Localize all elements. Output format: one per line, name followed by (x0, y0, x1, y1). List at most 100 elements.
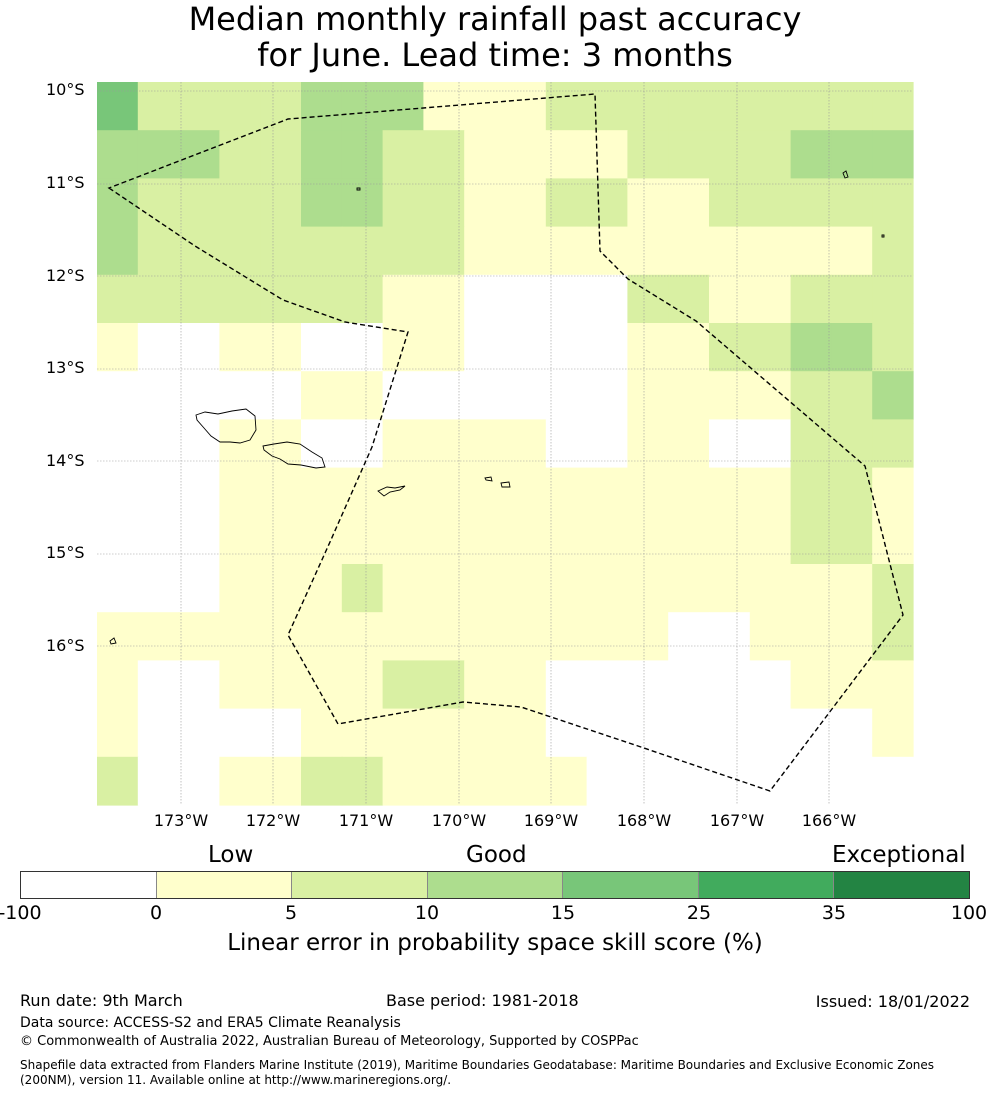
skill-cell (178, 515, 220, 565)
skill-cell (749, 323, 792, 372)
lon-label: 166°W (801, 811, 857, 830)
north-islet-outline (842, 170, 849, 179)
skill-cell (137, 467, 180, 517)
skill-cell (423, 274, 465, 324)
skill-cell (178, 612, 220, 661)
skill-cell (709, 756, 751, 806)
west-islet-outline (109, 637, 117, 645)
category-low: Low (208, 842, 254, 868)
skill-cell (749, 82, 792, 131)
skill-cell (627, 323, 669, 372)
skill-cell (423, 371, 465, 420)
skill-cell (464, 130, 506, 179)
colorbar (20, 871, 970, 899)
skill-cell (505, 323, 547, 372)
skill-cell (137, 612, 180, 661)
skill-cell (97, 82, 139, 131)
colorbar-tick: 35 (821, 902, 847, 924)
skill-cell (872, 467, 914, 517)
skill-cell (627, 467, 669, 517)
skill-cell (382, 660, 424, 710)
skill-cell (219, 660, 261, 710)
skill-cell (464, 612, 506, 661)
skill-cell (301, 708, 343, 758)
skill-cell (872, 612, 914, 661)
skill-cell (464, 515, 506, 565)
skill-cell (668, 612, 710, 661)
skill-cell (341, 371, 384, 420)
ofu-island-outline (484, 476, 493, 482)
skill-cell (464, 323, 506, 372)
skill-cell (97, 130, 139, 179)
skill-cell (831, 467, 873, 517)
skill-cell (790, 515, 832, 565)
skill-cell (219, 467, 261, 517)
skill-cell (749, 564, 792, 613)
skill-cell (423, 612, 465, 661)
skill-cell (301, 612, 343, 661)
skill-cell (709, 226, 751, 276)
skill-cell (382, 82, 424, 131)
skill-cell (668, 515, 710, 565)
skill-cell (545, 323, 588, 372)
skill-cell (464, 419, 506, 469)
skill-cell (301, 274, 343, 324)
skill-cell (872, 226, 914, 276)
skill-cell (749, 130, 792, 179)
skill-cell (872, 419, 914, 469)
skill-cell (464, 756, 506, 806)
skill-cell (260, 467, 302, 517)
skill-cell (545, 564, 588, 613)
skill-cell (790, 708, 832, 758)
skill-cell (178, 274, 220, 324)
skill-cell (219, 130, 261, 179)
colorbar-segment (156, 872, 293, 898)
issued-date: Issued: 18/01/2022 (815, 992, 970, 1011)
category-good: Good (466, 842, 527, 868)
skill-cell (668, 371, 710, 420)
skill-cell (341, 274, 384, 324)
colorbar-segment (427, 872, 564, 898)
skill-cell (709, 467, 751, 517)
skill-cell (219, 515, 261, 565)
skill-cell (505, 419, 547, 469)
skill-cell (709, 130, 751, 179)
skill-cell (97, 274, 139, 324)
skill-cell (178, 323, 220, 372)
skill-cell (382, 419, 424, 469)
skill-cell (382, 371, 424, 420)
skill-cell (668, 323, 710, 372)
lon-label: 169°W (523, 811, 579, 830)
skill-cell (137, 226, 180, 276)
skill-cell (627, 515, 669, 565)
skill-cell (790, 756, 832, 806)
skill-cell (301, 515, 343, 565)
skill-cell (423, 419, 465, 469)
skill-cell (749, 660, 792, 710)
skill-cell (790, 130, 832, 179)
skill-cell (219, 756, 261, 806)
skill-cell (464, 564, 506, 613)
skill-cell (219, 274, 261, 324)
skill-cell (137, 419, 180, 469)
skill-cell (505, 660, 547, 710)
skill-cell (178, 660, 220, 710)
skill-cell (97, 419, 139, 469)
skill-cell (97, 323, 139, 372)
skill-cell (790, 226, 832, 276)
skill-cell (137, 660, 180, 710)
skill-cell (260, 612, 302, 661)
skill-cell (668, 226, 710, 276)
skill-cell (97, 756, 139, 806)
skill-cell (382, 274, 424, 324)
skill-cell (464, 660, 506, 710)
skill-cell (749, 274, 792, 324)
skill-cell (178, 82, 220, 131)
skill-cell (301, 178, 343, 228)
skill-cell (301, 756, 343, 806)
skill-cell (668, 708, 710, 758)
lat-label: 15°S (46, 543, 85, 562)
skill-cell (505, 274, 547, 324)
skill-cell (505, 564, 547, 613)
colorbar-segment (21, 872, 157, 898)
